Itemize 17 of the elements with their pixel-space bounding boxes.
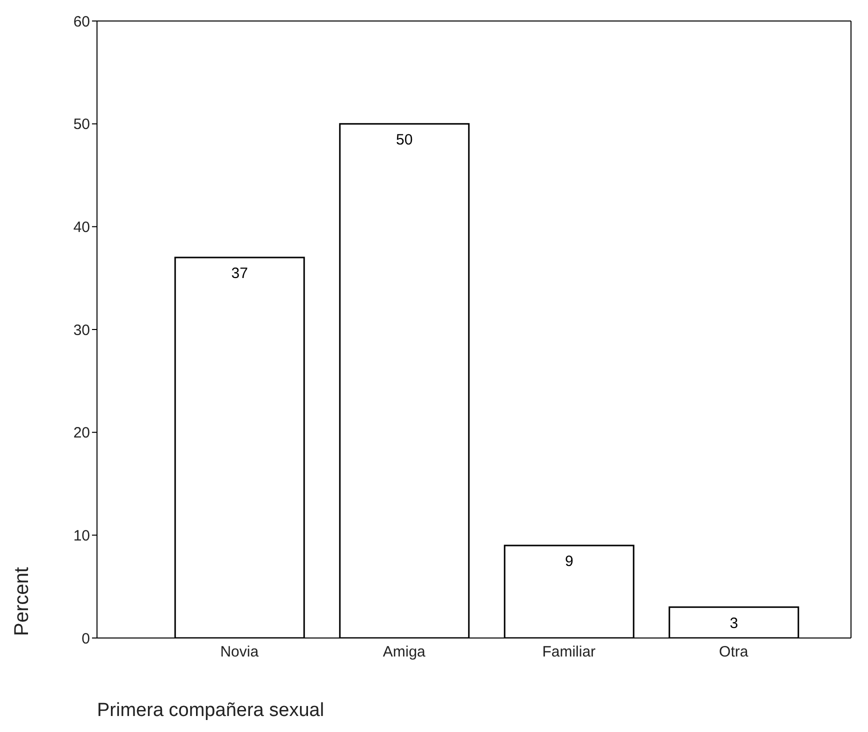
x-tick-label: Otra: [719, 644, 749, 661]
data-label: 37: [231, 265, 248, 282]
data-label: 50: [396, 131, 413, 148]
x-tick-label: Novia: [220, 644, 260, 661]
x-tick-label: Familiar: [542, 644, 596, 661]
y-tick-label: 50: [73, 116, 90, 134]
y-axis-title: Percent: [11, 566, 33, 636]
data-label: 3: [730, 614, 738, 632]
y-tick-label: 30: [73, 322, 90, 339]
x-axis-title: Primera compañera sexual: [97, 700, 326, 722]
y-tick-label: 10: [73, 527, 90, 544]
x-tick-label: Amiga: [382, 644, 426, 661]
y-tick-label: 0: [82, 630, 90, 648]
y-tick-label: 20: [73, 424, 90, 442]
data-label: 9: [564, 553, 574, 570]
y-tick-label: 60: [73, 13, 90, 30]
y-tick-label: 40: [73, 218, 90, 236]
